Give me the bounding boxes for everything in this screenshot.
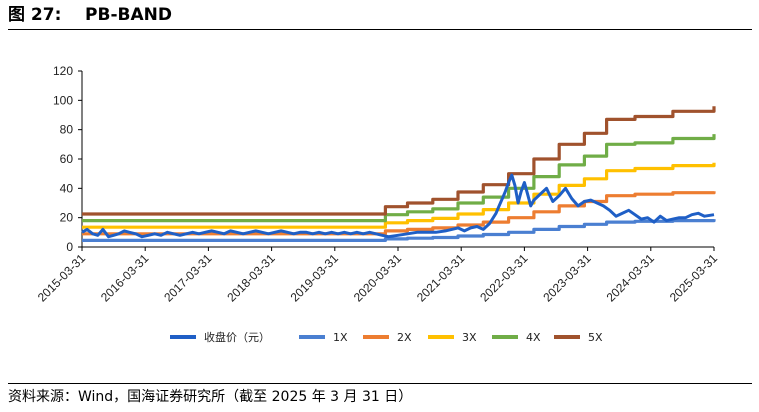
x-tick-label: 2020-03-31 [351,251,405,305]
series-line-close-price [81,173,715,239]
legend: 收盘价（元） 1X 2X 3X 4X 5X [170,330,603,344]
x-tick-label: 2015-03-31 [35,251,89,305]
series-line-1x [82,219,716,242]
x-tick-label: 2018-03-31 [224,251,278,305]
y-axis: 0 20 40 60 80 100 120 [53,64,83,254]
title-divider [8,29,752,30]
y-tick-label: 80 [60,123,74,137]
x-tick-label: 2017-03-31 [161,251,215,305]
x-tick-label: 2021-03-31 [414,251,468,305]
y-tick-label: 100 [53,93,73,107]
x-tick-label: 2024-03-31 [604,251,658,305]
y-tick-label: 60 [60,152,74,166]
x-tick-label: 2019-03-31 [288,251,342,305]
x-tick-label: 2016-03-31 [98,251,152,305]
y-tick-label: 0 [66,240,73,254]
source-note: 资料来源：Wind，国海证券研究所（截至 2025 年 3 月 31 日） [8,389,413,405]
pb-band-chart: 0 20 40 60 80 100 120 2015-03-31 2016-03-31 2017… [35,64,721,344]
series-line-3x [82,162,716,229]
x-tick-label: 2023-03-31 [540,251,594,305]
legend-label: 1X [333,331,348,344]
y-tick-label: 120 [53,64,73,78]
legend-label: 2X [397,331,412,344]
series-line-5x [82,106,716,216]
x-axis: 2015-03-31 2016-03-31 2017-03-31 2018-03-31… [35,246,721,305]
x-tick-label: 2022-03-31 [477,251,531,305]
series-line-2x [82,191,716,236]
legend-label: 5X [588,331,603,344]
series-layer [81,106,716,242]
x-tick-label: 2025-03-31 [667,251,721,305]
y-tick-label: 20 [60,211,74,225]
legend-label: 3X [462,331,477,344]
figure-title: 图 27: PB-BAND [8,5,172,25]
source-divider [8,383,752,384]
legend-label: 4X [526,331,541,344]
y-tick-label: 40 [60,181,74,195]
legend-label: 收盘价（元） [204,330,270,344]
